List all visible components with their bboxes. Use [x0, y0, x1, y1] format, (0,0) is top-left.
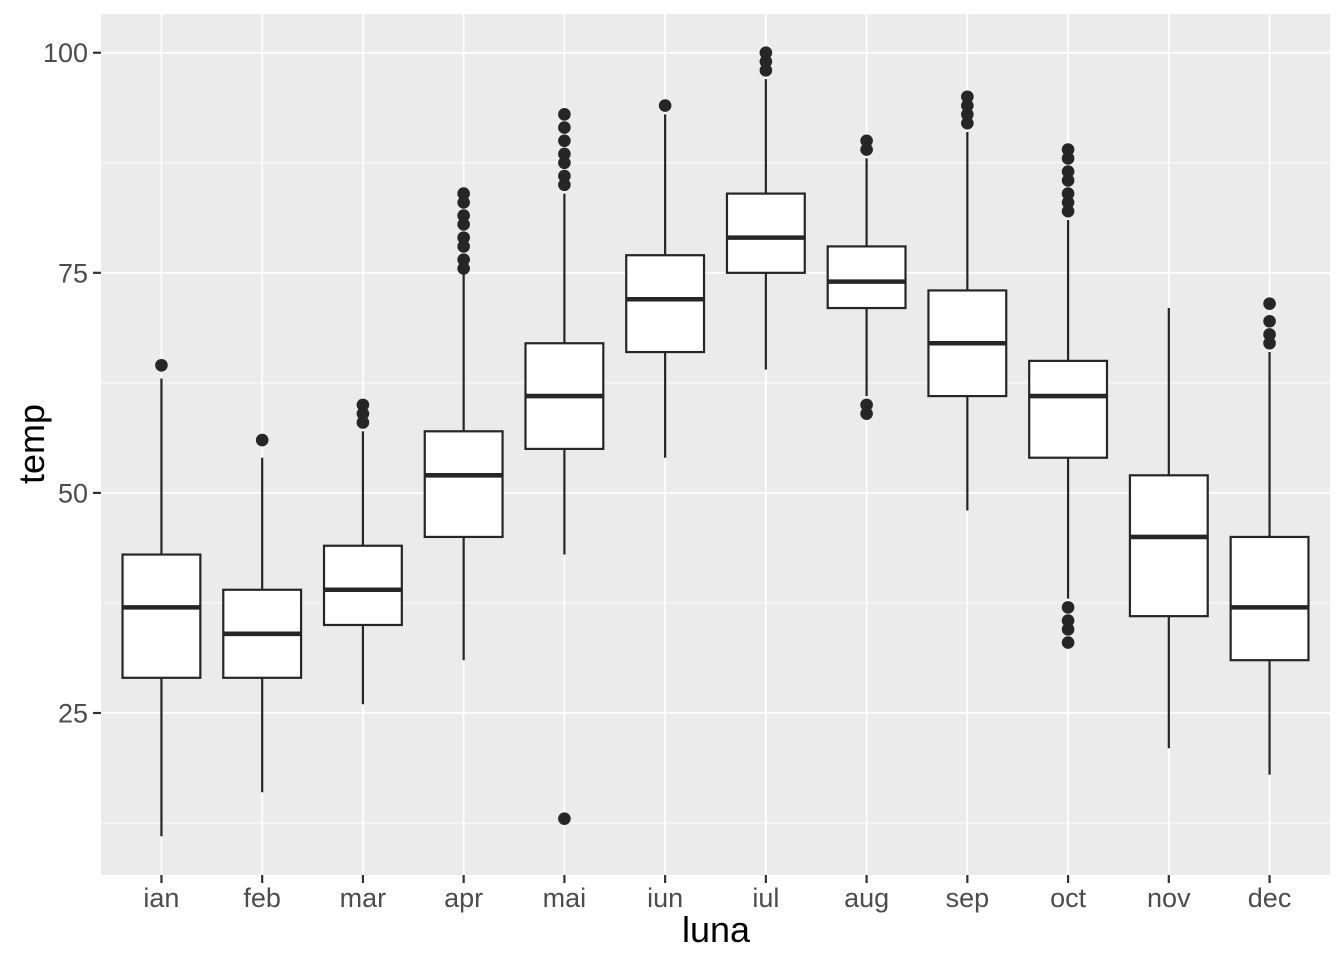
outlier-mai-0 [558, 812, 571, 825]
outlier-mai-4 [558, 147, 571, 161]
outlier-apr-5 [457, 209, 470, 222]
tick-label-x-mar: mar [340, 883, 387, 913]
tick-label-y-50: 50 [58, 478, 88, 508]
outlier-oct-4 [1061, 204, 1075, 218]
outlier-dec-0 [1263, 336, 1276, 350]
box-iul [725, 192, 806, 274]
tick-label-x-apr: apr [444, 883, 483, 913]
outlier-aug-3 [860, 134, 873, 148]
boxplot-oct [1028, 143, 1109, 649]
outlier-mai-3 [558, 156, 571, 170]
outlier-feb-0 [255, 433, 269, 447]
outlier-mai-1 [558, 178, 571, 192]
outlier-apr-4 [457, 218, 470, 231]
outlier-oct-3 [1061, 601, 1075, 614]
boxplot-iun [625, 99, 706, 458]
box-iun [625, 254, 706, 354]
tick-label-y-75: 75 [58, 258, 88, 288]
outlier-iul-2 [759, 46, 773, 60]
outlier-oct-0 [1061, 636, 1075, 649]
outlier-aug-2 [860, 143, 873, 156]
y-axis-title: temp [11, 404, 52, 484]
outlier-oct-9 [1061, 152, 1075, 165]
boxplot-feb [222, 433, 303, 793]
outlier-mar-1 [356, 407, 370, 420]
outlier-oct-10 [1061, 143, 1075, 156]
outlier-sep-0 [961, 116, 974, 130]
boxplot-mai [524, 108, 605, 825]
outlier-oct-6 [1061, 187, 1075, 200]
box-apr [423, 430, 504, 539]
outlier-iul-1 [759, 55, 773, 68]
outlier-aug-0 [860, 407, 873, 420]
outlier-mai-5 [558, 134, 571, 148]
boxplot-iul [725, 46, 806, 370]
outlier-mai-7 [558, 108, 571, 121]
boxplot-ian [121, 358, 202, 837]
outlier-oct-2 [1061, 614, 1075, 627]
outlier-aug-1 [860, 398, 873, 412]
outlier-sep-2 [961, 99, 974, 112]
tick-label-y-100: 100 [43, 38, 88, 68]
tick-label-x-feb: feb [243, 883, 281, 913]
tick-label-x-aug: aug [844, 883, 889, 913]
box-ian [121, 553, 202, 679]
outlier-apr-3 [457, 231, 470, 244]
outlier-ian-0 [155, 358, 168, 372]
outlier-iul-0 [759, 64, 773, 77]
box-oct [1028, 359, 1109, 459]
boxplot-aug [826, 134, 907, 420]
box-dec [1229, 535, 1310, 662]
x-axis-title: luna [682, 909, 751, 950]
outlier-dec-1 [1263, 328, 1276, 341]
tick-label-x-oct: oct [1050, 883, 1087, 913]
box-mar [322, 544, 403, 627]
outlier-oct-7 [1061, 174, 1075, 187]
boxplot-dec [1229, 297, 1310, 775]
outlier-oct-1 [1061, 623, 1075, 636]
outlier-mar-2 [356, 398, 370, 412]
tick-label-x-iul: iul [752, 883, 779, 913]
outlier-sep-1 [961, 108, 974, 121]
outlier-apr-0 [457, 262, 470, 275]
tick-label-x-sep: sep [946, 883, 990, 913]
outlier-oct-5 [1061, 196, 1075, 209]
box-nov [1128, 474, 1209, 618]
outlier-mai-2 [558, 169, 571, 183]
outlier-mai-6 [558, 121, 571, 134]
tick-label-x-nov: nov [1147, 883, 1191, 913]
outlier-apr-6 [457, 196, 470, 209]
tick-label-x-dec: dec [1248, 883, 1292, 913]
outlier-mar-0 [356, 416, 370, 429]
boxplot-apr [423, 187, 504, 661]
tick-label-x-ian: ian [143, 883, 179, 913]
tick-label-y-25: 25 [58, 699, 88, 729]
plot-panel [101, 14, 1330, 875]
outlier-oct-8 [1061, 165, 1075, 178]
boxplot-mar [322, 398, 403, 705]
outlier-dec-3 [1263, 297, 1276, 310]
outlier-dec-2 [1263, 314, 1276, 328]
outlier-iun-0 [658, 99, 672, 112]
boxplot-sep [927, 90, 1008, 511]
outlier-apr-1 [457, 253, 470, 266]
tick-label-x-mai: mai [543, 883, 587, 913]
outlier-apr-7 [457, 187, 470, 200]
outlier-sep-3 [961, 90, 974, 104]
boxplot-nov [1128, 308, 1209, 749]
tick-label-x-iun: iun [647, 883, 683, 913]
box-aug [826, 245, 907, 310]
outlier-apr-2 [457, 240, 470, 253]
